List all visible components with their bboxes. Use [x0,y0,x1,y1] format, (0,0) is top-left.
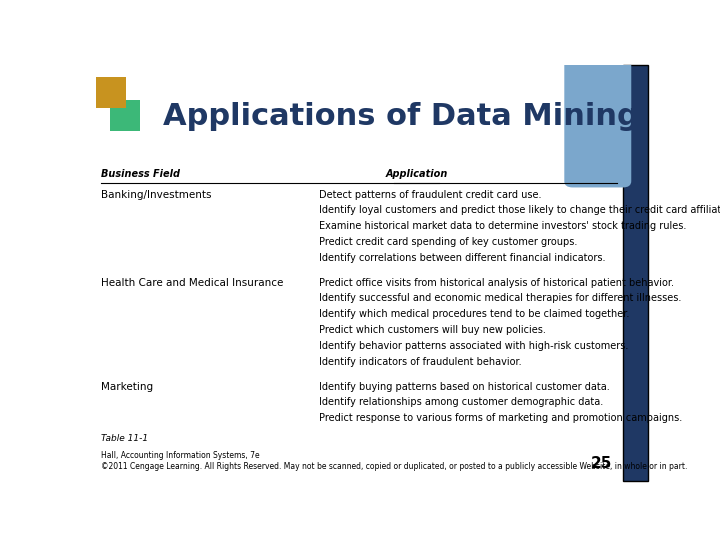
Text: Applications of Data Mining: Applications of Data Mining [163,102,639,131]
Text: Health Care and Medical Insurance: Health Care and Medical Insurance [101,278,284,288]
Text: Identify behavior patterns associated with high-risk customers.: Identify behavior patterns associated wi… [319,341,628,351]
FancyBboxPatch shape [109,100,140,131]
Text: Detect patterns of fraudulent credit card use.: Detect patterns of fraudulent credit car… [319,190,541,200]
Text: Identify indicators of fraudulent behavior.: Identify indicators of fraudulent behavi… [319,357,521,367]
Text: 25: 25 [590,456,612,471]
Text: Table 11-1: Table 11-1 [101,434,148,443]
Text: Identify relationships among customer demographic data.: Identify relationships among customer de… [319,397,603,408]
Text: Identify which medical procedures tend to be claimed together.: Identify which medical procedures tend t… [319,309,629,319]
FancyBboxPatch shape [623,65,648,481]
Text: Predict which customers will buy new policies.: Predict which customers will buy new pol… [319,325,546,335]
Text: Banking/Investments: Banking/Investments [101,190,212,200]
Text: Application: Application [385,168,448,179]
Text: Examine historical market data to determine investors' stock trading rules.: Examine historical market data to determ… [319,221,686,231]
Text: Identify correlations between different financial indicators.: Identify correlations between different … [319,253,606,263]
Text: Predict office visits from historical analysis of historical patient behavior.: Predict office visits from historical an… [319,278,674,288]
Text: Identify successful and economic medical therapies for different illnesses.: Identify successful and economic medical… [319,294,681,303]
Text: Identify buying patterns based on historical customer data.: Identify buying patterns based on histor… [319,382,610,392]
Text: Marketing: Marketing [101,382,153,392]
Text: Predict credit card spending of key customer groups.: Predict credit card spending of key cust… [319,237,577,247]
Text: Predict response to various forms of marketing and promotion campaigns.: Predict response to various forms of mar… [319,413,682,423]
Text: Business Field: Business Field [101,168,180,179]
FancyBboxPatch shape [96,77,126,109]
Text: Identify loyal customers and predict those likely to change their credit card af: Identify loyal customers and predict tho… [319,205,720,215]
FancyBboxPatch shape [564,58,631,187]
Text: Hall, Accounting Information Systems, 7e
©2011 Cengage Learning. All Rights Rese: Hall, Accounting Information Systems, 7e… [101,451,688,471]
